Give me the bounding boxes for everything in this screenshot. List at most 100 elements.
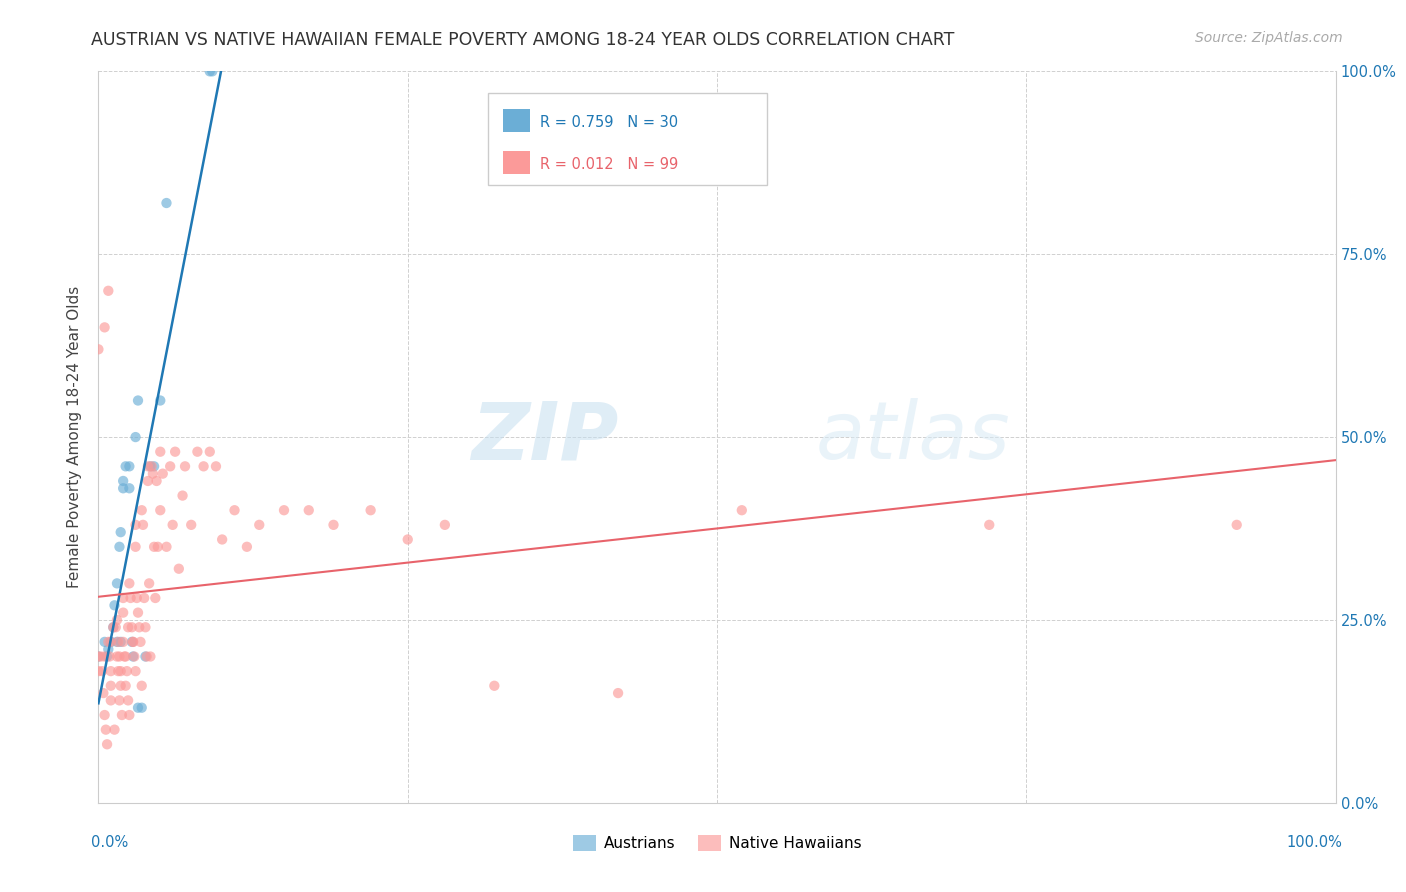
Point bbox=[124, 540, 146, 554]
Point bbox=[180, 517, 202, 532]
Point bbox=[94, 723, 117, 737]
Point bbox=[127, 606, 149, 620]
Point bbox=[93, 649, 115, 664]
Point bbox=[433, 517, 456, 532]
Point bbox=[103, 620, 125, 634]
Point bbox=[87, 649, 110, 664]
Text: ZIP: ZIP bbox=[471, 398, 619, 476]
Text: AUSTRIAN VS NATIVE HAWAIIAN FEMALE POVERTY AMONG 18-24 YEAR OLDS CORRELATION CHA: AUSTRIAN VS NATIVE HAWAIIAN FEMALE POVER… bbox=[91, 31, 955, 49]
Point bbox=[979, 517, 1001, 532]
Point bbox=[142, 467, 165, 481]
Y-axis label: Female Poverty Among 18-24 Year Olds: Female Poverty Among 18-24 Year Olds bbox=[67, 286, 83, 588]
Point bbox=[122, 635, 145, 649]
Point bbox=[96, 737, 118, 751]
Point bbox=[98, 649, 121, 664]
Point bbox=[124, 649, 146, 664]
Legend: Austrians, Native Hawaiians: Austrians, Native Hawaiians bbox=[567, 830, 868, 857]
Point bbox=[152, 467, 174, 481]
Point bbox=[117, 693, 139, 707]
Point bbox=[100, 664, 122, 678]
Point bbox=[131, 503, 153, 517]
Point bbox=[114, 459, 136, 474]
Point bbox=[162, 517, 184, 532]
Point bbox=[114, 679, 136, 693]
FancyBboxPatch shape bbox=[488, 94, 766, 185]
Point bbox=[167, 562, 190, 576]
Point bbox=[107, 635, 129, 649]
Point bbox=[110, 664, 132, 678]
Point bbox=[122, 635, 145, 649]
Point bbox=[93, 708, 115, 723]
Point bbox=[139, 649, 162, 664]
Point bbox=[97, 635, 120, 649]
Point bbox=[155, 196, 177, 211]
Text: Source: ZipAtlas.com: Source: ZipAtlas.com bbox=[1195, 31, 1343, 45]
Point bbox=[143, 540, 166, 554]
Point bbox=[112, 474, 135, 488]
Point bbox=[322, 517, 344, 532]
Point bbox=[159, 459, 181, 474]
Point bbox=[131, 679, 153, 693]
Point bbox=[134, 649, 156, 664]
Point bbox=[149, 393, 172, 408]
Point bbox=[91, 664, 114, 678]
FancyBboxPatch shape bbox=[503, 152, 530, 174]
Point bbox=[110, 679, 132, 693]
Point bbox=[198, 444, 221, 458]
Point bbox=[149, 503, 172, 517]
Point bbox=[122, 649, 145, 664]
Point bbox=[93, 686, 115, 700]
Point bbox=[172, 489, 194, 503]
Text: atlas: atlas bbox=[815, 398, 1011, 476]
Point bbox=[112, 635, 135, 649]
Point bbox=[120, 591, 142, 605]
Point bbox=[124, 664, 146, 678]
Point bbox=[139, 459, 162, 474]
Point bbox=[103, 723, 125, 737]
Point bbox=[105, 635, 128, 649]
Point bbox=[155, 540, 177, 554]
Text: R = 0.012   N = 99: R = 0.012 N = 99 bbox=[540, 157, 678, 172]
Point bbox=[103, 620, 125, 634]
Point bbox=[100, 635, 122, 649]
Point bbox=[273, 503, 295, 517]
Point bbox=[103, 599, 125, 613]
Point bbox=[110, 635, 132, 649]
Point bbox=[131, 700, 153, 714]
Point bbox=[136, 474, 159, 488]
Point bbox=[112, 591, 135, 605]
Point bbox=[396, 533, 419, 547]
Point bbox=[100, 635, 122, 649]
Point bbox=[125, 591, 148, 605]
Point bbox=[105, 649, 128, 664]
Point bbox=[124, 517, 146, 532]
Point bbox=[149, 444, 172, 458]
Point bbox=[298, 503, 321, 517]
Text: R = 0.759   N = 30: R = 0.759 N = 30 bbox=[540, 115, 678, 130]
Point bbox=[93, 320, 115, 334]
Point bbox=[186, 444, 208, 458]
Point bbox=[118, 576, 141, 591]
Point bbox=[114, 649, 136, 664]
Point bbox=[211, 533, 233, 547]
Point bbox=[127, 700, 149, 714]
Point bbox=[224, 503, 246, 517]
Point bbox=[198, 64, 221, 78]
Point bbox=[96, 649, 118, 664]
Point bbox=[145, 474, 167, 488]
Point bbox=[484, 679, 506, 693]
Point bbox=[110, 525, 132, 540]
FancyBboxPatch shape bbox=[503, 109, 530, 132]
Point bbox=[104, 620, 127, 634]
Point bbox=[360, 503, 382, 517]
Point bbox=[128, 620, 150, 634]
Point bbox=[143, 591, 166, 605]
Point bbox=[201, 64, 224, 78]
Point bbox=[607, 686, 630, 700]
Point bbox=[97, 284, 120, 298]
Point bbox=[165, 444, 187, 458]
Point bbox=[174, 459, 197, 474]
Point bbox=[100, 679, 122, 693]
Point bbox=[141, 459, 163, 474]
Point bbox=[97, 642, 120, 657]
